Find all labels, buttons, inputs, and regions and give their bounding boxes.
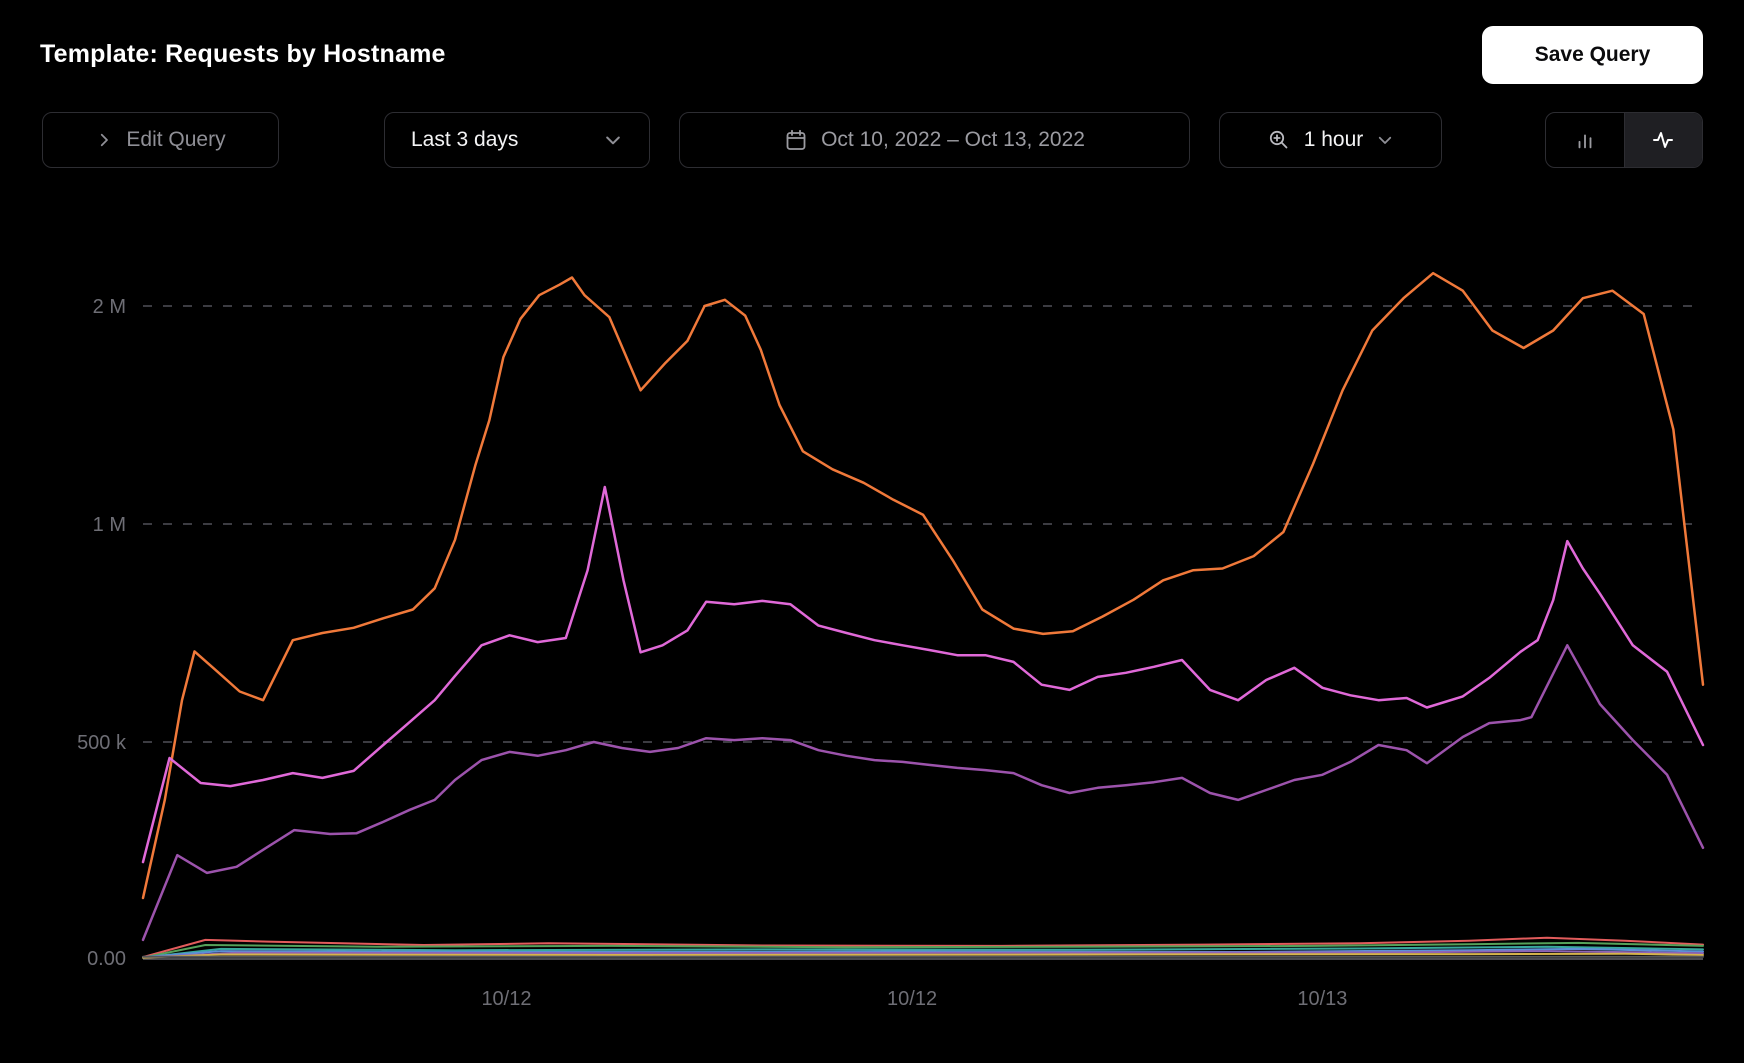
- y-tick-label: 2 M: [93, 296, 126, 318]
- page-title: Template: Requests by Hostname: [40, 40, 446, 68]
- series-orange-line: [141, 271, 1705, 900]
- zoom-in-icon: [1267, 128, 1291, 152]
- chart-type-line-button[interactable]: [1623, 113, 1702, 167]
- series-yellow-line: [142, 952, 1704, 959]
- time-range-label: Last 3 days: [411, 128, 519, 151]
- x-tick-label: 10/12: [481, 988, 531, 1010]
- x-tick-label: 10/12: [887, 988, 937, 1010]
- activity-icon: [1651, 128, 1675, 152]
- edit-query-label: Edit Query: [126, 128, 226, 151]
- series-violet-line: [142, 950, 1704, 959]
- y-tick-label: 1 M: [93, 514, 126, 536]
- series-green-line: [142, 941, 1704, 959]
- chart-type-toggle: [1545, 112, 1703, 168]
- chart-type-bar-button[interactable]: [1546, 113, 1624, 167]
- date-range-label: Oct 10, 2022 – Oct 13, 2022: [821, 128, 1085, 151]
- time-range-dropdown[interactable]: Last 3 days: [384, 112, 650, 168]
- save-query-button[interactable]: Save Query: [1482, 26, 1703, 84]
- chevron-down-icon: [603, 130, 623, 150]
- y-tick-label: 500 k: [77, 732, 127, 754]
- resolution-label: 1 hour: [1303, 128, 1364, 151]
- series-purple-line: [141, 644, 1705, 942]
- series-magenta-line: [141, 485, 1705, 864]
- chevron-right-icon: [95, 131, 113, 149]
- date-range-button[interactable]: Oct 10, 2022 – Oct 13, 2022: [679, 112, 1190, 168]
- calendar-icon: [784, 128, 808, 152]
- chevron-down-icon: [1376, 131, 1394, 149]
- bar-chart-icon: [1574, 129, 1596, 151]
- series-teal-line: [142, 945, 1704, 959]
- series-salmon-line: [142, 936, 1704, 959]
- edit-query-button[interactable]: Edit Query: [42, 112, 279, 168]
- x-tick-label: 10/13: [1297, 988, 1347, 1010]
- resolution-dropdown[interactable]: 1 hour: [1219, 112, 1442, 168]
- y-tick-label: 0.00: [87, 948, 126, 970]
